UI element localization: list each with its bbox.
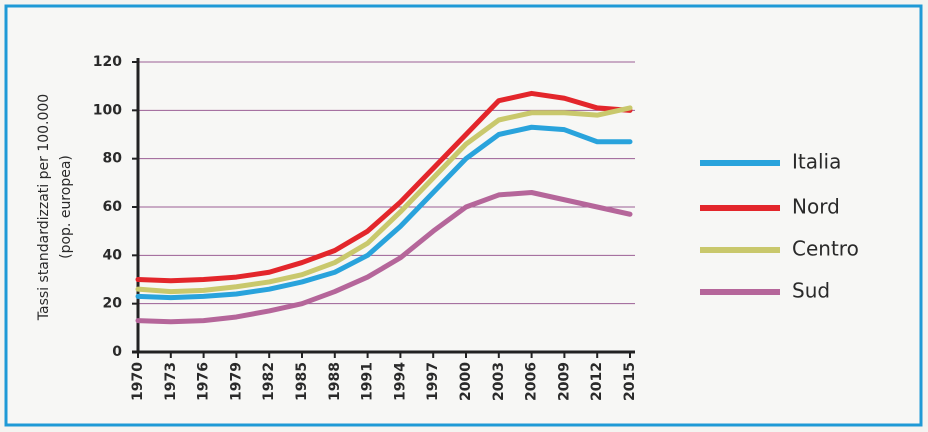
series-line <box>135 90 633 284</box>
y-axis-label: Tassi standardizzati per 100.000 <box>36 94 52 321</box>
legend-label: Centro <box>792 237 859 261</box>
x-tick-label: 2015 <box>622 362 638 401</box>
x-tick-label: 2012 <box>589 362 605 401</box>
series-line <box>135 124 633 301</box>
y-tick-label: 40 <box>103 247 123 263</box>
x-tick-label: 1976 <box>196 362 212 401</box>
x-tick-label: 2009 <box>556 362 572 401</box>
legend-label: Nord <box>792 195 840 219</box>
x-tick-label: 2006 <box>524 362 540 401</box>
frame <box>4 4 923 427</box>
x-tick-label: 1979 <box>228 362 244 401</box>
series-line <box>135 105 633 295</box>
legend-label: Italia <box>792 150 841 174</box>
y-tick-label: 0 <box>112 344 122 360</box>
x-tick-label: 1985 <box>294 362 310 401</box>
x-tick-label: 1994 <box>392 362 408 401</box>
x-tick-label: 1997 <box>425 362 441 401</box>
x-tick-label: 1991 <box>360 362 376 401</box>
x-tick-label: 1973 <box>163 362 179 401</box>
x-tick-label: 2000 <box>458 362 474 401</box>
series-line <box>135 190 633 325</box>
x-tick-label: 1982 <box>261 362 277 401</box>
y-tick-label: 80 <box>103 151 123 167</box>
x-tick-label: 1970 <box>130 362 146 401</box>
y-tick-label: 20 <box>103 296 123 312</box>
legend-label: Sud <box>792 279 830 303</box>
x-tick-label: 2003 <box>491 362 507 401</box>
x-tick-label: 1988 <box>327 362 343 401</box>
y-tick-label: 60 <box>103 199 123 215</box>
y-axis-label: (pop. europea) <box>58 155 74 259</box>
y-tick-label: 100 <box>93 102 122 118</box>
y-tick-label: 120 <box>93 54 122 70</box>
